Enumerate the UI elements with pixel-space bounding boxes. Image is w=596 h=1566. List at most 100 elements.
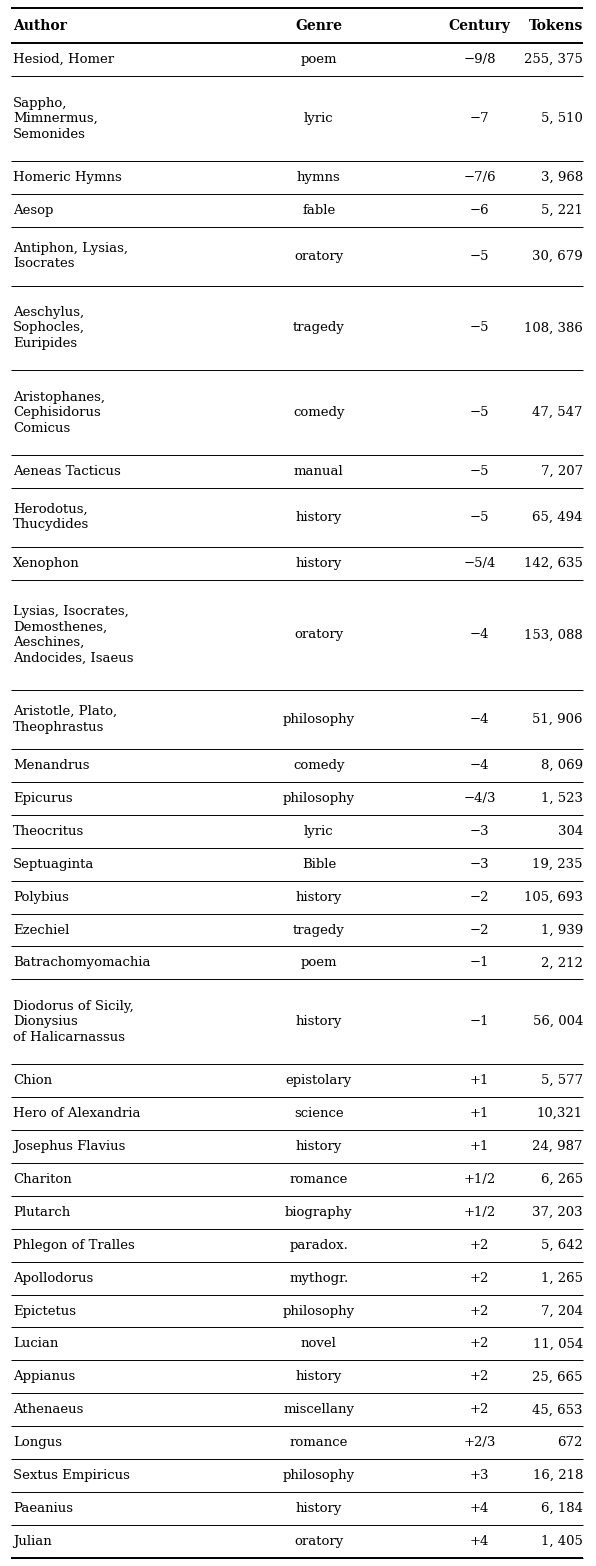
- Text: +4: +4: [470, 1535, 489, 1549]
- Text: history: history: [296, 1502, 342, 1516]
- Text: Tokens: Tokens: [529, 19, 583, 33]
- Text: −3: −3: [470, 858, 489, 871]
- Text: Theocritus: Theocritus: [13, 825, 85, 838]
- Text: 65, 494: 65, 494: [532, 511, 583, 523]
- Text: Chion: Chion: [13, 1074, 52, 1087]
- Text: Septuaginta: Septuaginta: [13, 858, 95, 871]
- Text: Epictetus: Epictetus: [13, 1304, 76, 1317]
- Text: 30, 679: 30, 679: [532, 249, 583, 263]
- Text: Aesop: Aesop: [13, 204, 54, 216]
- Text: 5, 642: 5, 642: [541, 1239, 583, 1251]
- Text: 51, 906: 51, 906: [532, 713, 583, 727]
- Text: philosophy: philosophy: [283, 1469, 355, 1481]
- Text: Bible: Bible: [302, 858, 336, 871]
- Text: Hero of Alexandria: Hero of Alexandria: [13, 1107, 141, 1120]
- Text: Ezechiel: Ezechiel: [13, 924, 70, 936]
- Text: −5/4: −5/4: [464, 556, 496, 570]
- Text: Epicurus: Epicurus: [13, 792, 73, 805]
- Text: −4: −4: [470, 713, 489, 727]
- Text: Author: Author: [13, 19, 67, 33]
- Text: Aristophanes,
Cephisidorus
Comicus: Aristophanes, Cephisidorus Comicus: [13, 390, 105, 434]
- Text: +1: +1: [470, 1107, 489, 1120]
- Text: −1: −1: [470, 1015, 489, 1029]
- Text: history: history: [296, 1140, 342, 1153]
- Text: +2/3: +2/3: [464, 1436, 496, 1449]
- Text: 3, 968: 3, 968: [541, 171, 583, 183]
- Text: 56, 004: 56, 004: [533, 1015, 583, 1029]
- Text: −4: −4: [470, 760, 489, 772]
- Text: miscellany: miscellany: [283, 1403, 355, 1416]
- Text: +1: +1: [470, 1074, 489, 1087]
- Text: philosophy: philosophy: [283, 1304, 355, 1317]
- Text: +2: +2: [470, 1272, 489, 1284]
- Text: +1/2: +1/2: [464, 1206, 496, 1218]
- Text: comedy: comedy: [293, 406, 344, 420]
- Text: poem: poem: [300, 53, 337, 66]
- Text: +3: +3: [470, 1469, 489, 1481]
- Text: 16, 218: 16, 218: [533, 1469, 583, 1481]
- Text: −4: −4: [470, 628, 489, 642]
- Text: Genre: Genre: [296, 19, 342, 33]
- Text: −6: −6: [470, 204, 489, 216]
- Text: 1, 939: 1, 939: [541, 924, 583, 936]
- Text: 19, 235: 19, 235: [532, 858, 583, 871]
- Text: history: history: [296, 511, 342, 523]
- Text: Aeneas Tacticus: Aeneas Tacticus: [13, 465, 121, 478]
- Text: Batrachomyomachia: Batrachomyomachia: [13, 957, 151, 969]
- Text: 255, 375: 255, 375: [524, 53, 583, 66]
- Text: Lysias, Isocrates,
Demosthenes,
Aeschines,
Andocides, Isaeus: Lysias, Isocrates, Demosthenes, Aeschine…: [13, 604, 134, 664]
- Text: paradox.: paradox.: [290, 1239, 348, 1251]
- Text: Appianus: Appianus: [13, 1370, 75, 1383]
- Text: history: history: [296, 1370, 342, 1383]
- Text: Aristotle, Plato,
Theophrastus: Aristotle, Plato, Theophrastus: [13, 705, 117, 734]
- Text: lyric: lyric: [304, 825, 334, 838]
- Text: +2: +2: [470, 1337, 489, 1350]
- Text: manual: manual: [294, 465, 344, 478]
- Text: history: history: [296, 556, 342, 570]
- Text: Century: Century: [449, 19, 511, 33]
- Text: 6, 184: 6, 184: [541, 1502, 583, 1516]
- Text: philosophy: philosophy: [283, 792, 355, 805]
- Text: +2: +2: [470, 1304, 489, 1317]
- Text: +4: +4: [470, 1502, 489, 1516]
- Text: history: history: [296, 891, 342, 904]
- Text: 672: 672: [558, 1436, 583, 1449]
- Text: 7, 207: 7, 207: [541, 465, 583, 478]
- Text: 5, 221: 5, 221: [541, 204, 583, 216]
- Text: tragedy: tragedy: [293, 321, 345, 335]
- Text: Paeanius: Paeanius: [13, 1502, 73, 1516]
- Text: 108, 386: 108, 386: [524, 321, 583, 335]
- Text: Josephus Flavius: Josephus Flavius: [13, 1140, 126, 1153]
- Text: 8, 069: 8, 069: [541, 760, 583, 772]
- Text: −2: −2: [470, 891, 489, 904]
- Text: 1, 265: 1, 265: [541, 1272, 583, 1284]
- Text: hymns: hymns: [297, 171, 341, 183]
- Text: 2, 212: 2, 212: [541, 957, 583, 969]
- Text: epistolary: epistolary: [285, 1074, 352, 1087]
- Text: −7/6: −7/6: [464, 171, 496, 183]
- Text: novel: novel: [301, 1337, 337, 1350]
- Text: comedy: comedy: [293, 760, 344, 772]
- Text: Longus: Longus: [13, 1436, 62, 1449]
- Text: −5: −5: [470, 321, 489, 335]
- Text: Hesiod, Homer: Hesiod, Homer: [13, 53, 114, 66]
- Text: −9/8: −9/8: [464, 53, 496, 66]
- Text: 1, 405: 1, 405: [541, 1535, 583, 1549]
- Text: Sextus Empiricus: Sextus Empiricus: [13, 1469, 130, 1481]
- Text: Xenophon: Xenophon: [13, 556, 80, 570]
- Text: Herodotus,
Thucydides: Herodotus, Thucydides: [13, 503, 89, 531]
- Text: science: science: [294, 1107, 344, 1120]
- Text: 1, 523: 1, 523: [541, 792, 583, 805]
- Text: mythogr.: mythogr.: [289, 1272, 349, 1284]
- Text: 11, 054: 11, 054: [533, 1337, 583, 1350]
- Text: +2: +2: [470, 1239, 489, 1251]
- Text: Lucian: Lucian: [13, 1337, 58, 1350]
- Text: oratory: oratory: [294, 249, 343, 263]
- Text: 45, 653: 45, 653: [532, 1403, 583, 1416]
- Text: +1/2: +1/2: [464, 1173, 496, 1185]
- Text: −5: −5: [470, 249, 489, 263]
- Text: 142, 635: 142, 635: [524, 556, 583, 570]
- Text: romance: romance: [290, 1173, 348, 1185]
- Text: poem: poem: [300, 957, 337, 969]
- Text: fable: fable: [302, 204, 336, 216]
